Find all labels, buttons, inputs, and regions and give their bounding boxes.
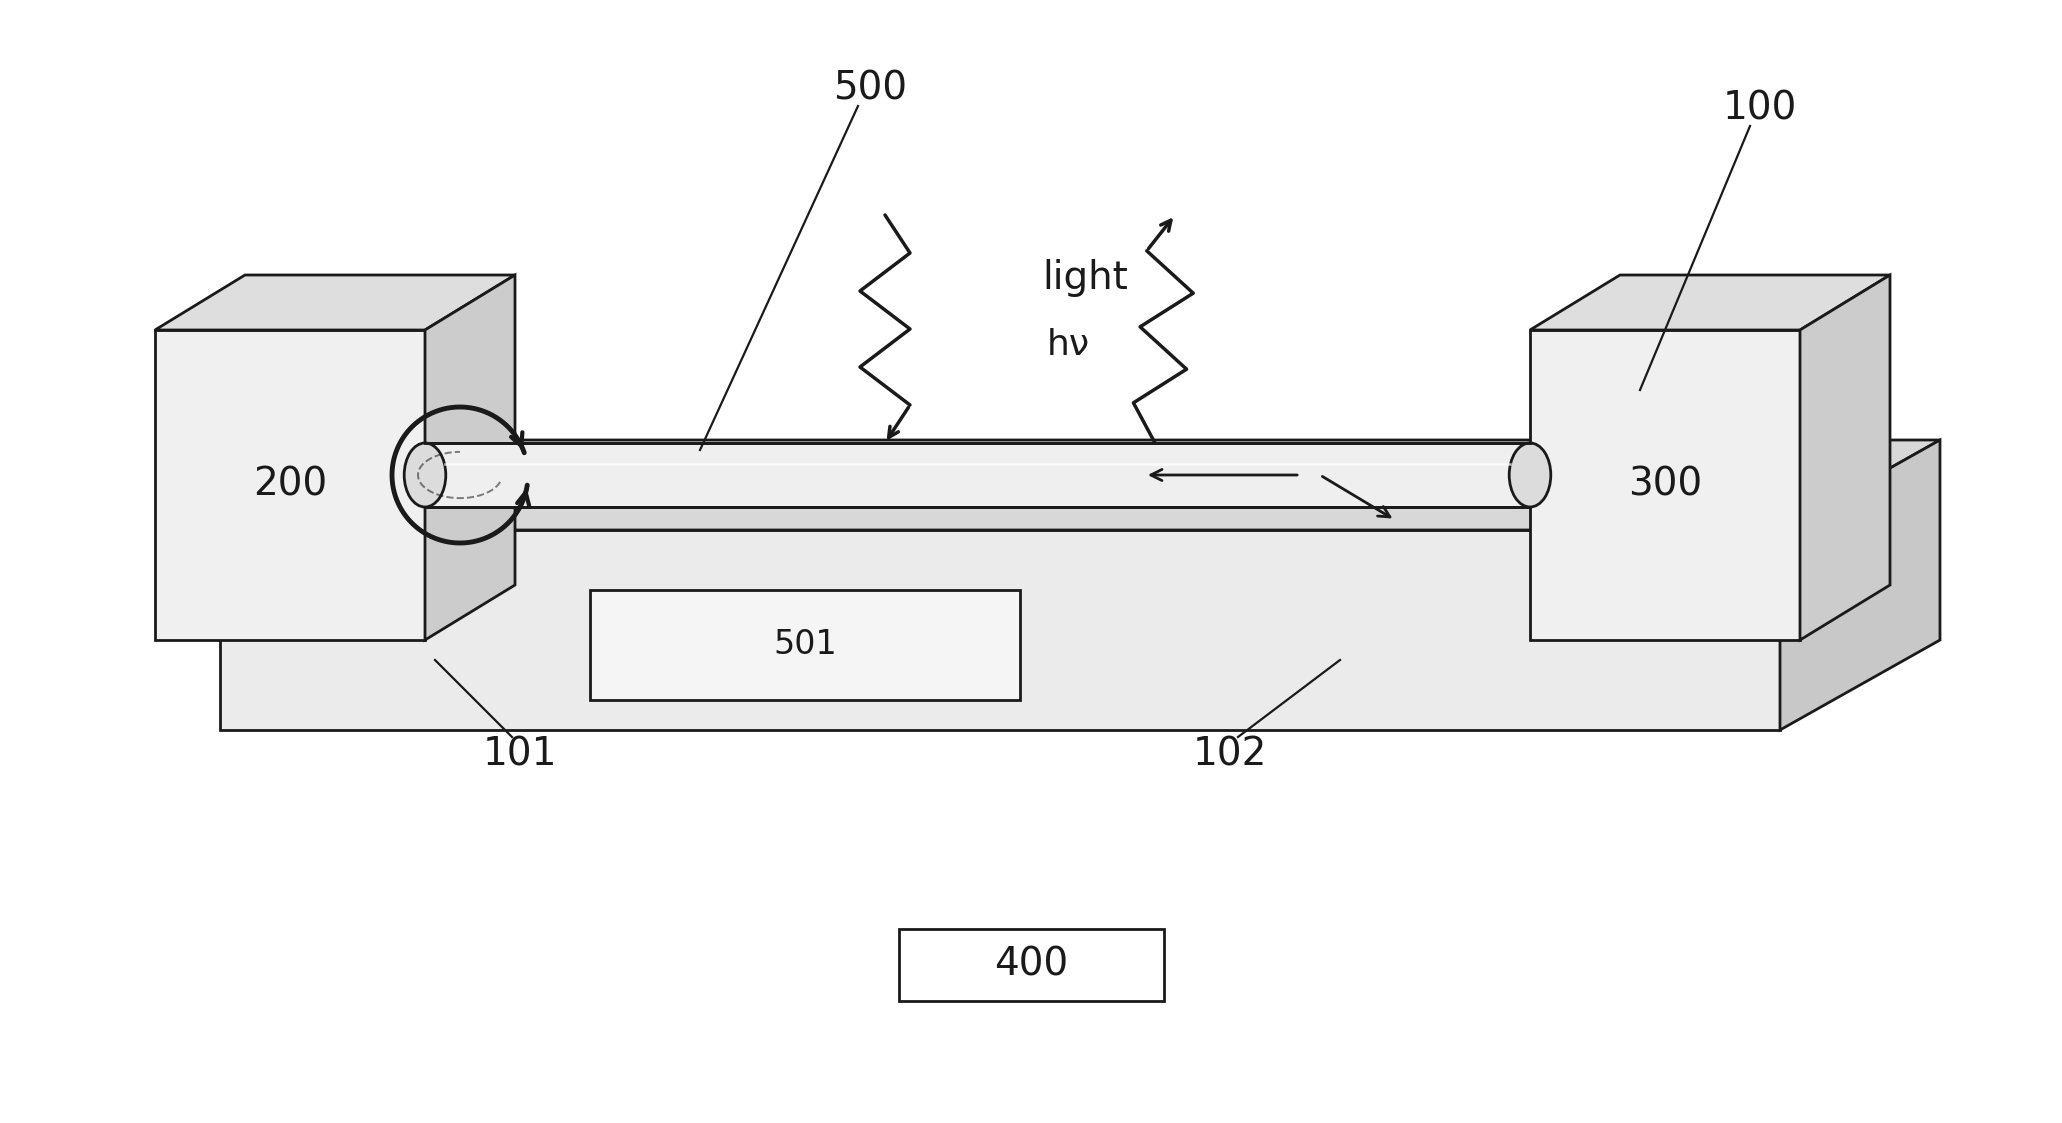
Text: 400: 400 (994, 946, 1068, 984)
Polygon shape (155, 330, 425, 640)
Polygon shape (1530, 275, 1891, 330)
Polygon shape (1800, 275, 1891, 640)
Polygon shape (1530, 330, 1800, 640)
Text: 500: 500 (833, 69, 907, 107)
Polygon shape (899, 929, 1163, 1001)
Text: hν: hν (1045, 328, 1089, 362)
Polygon shape (155, 275, 516, 330)
Text: 102: 102 (1192, 736, 1268, 774)
Polygon shape (1780, 440, 1940, 730)
Ellipse shape (1509, 442, 1551, 506)
Ellipse shape (404, 442, 445, 506)
Polygon shape (425, 442, 1530, 506)
Text: 100: 100 (1724, 89, 1798, 127)
Polygon shape (590, 590, 1021, 700)
Polygon shape (221, 530, 1780, 730)
Polygon shape (221, 440, 1940, 530)
Text: 101: 101 (483, 736, 557, 774)
Polygon shape (425, 275, 516, 640)
Text: 200: 200 (254, 466, 328, 504)
Text: light: light (1041, 259, 1128, 296)
Text: 501: 501 (773, 629, 837, 661)
Text: 300: 300 (1627, 466, 1701, 504)
